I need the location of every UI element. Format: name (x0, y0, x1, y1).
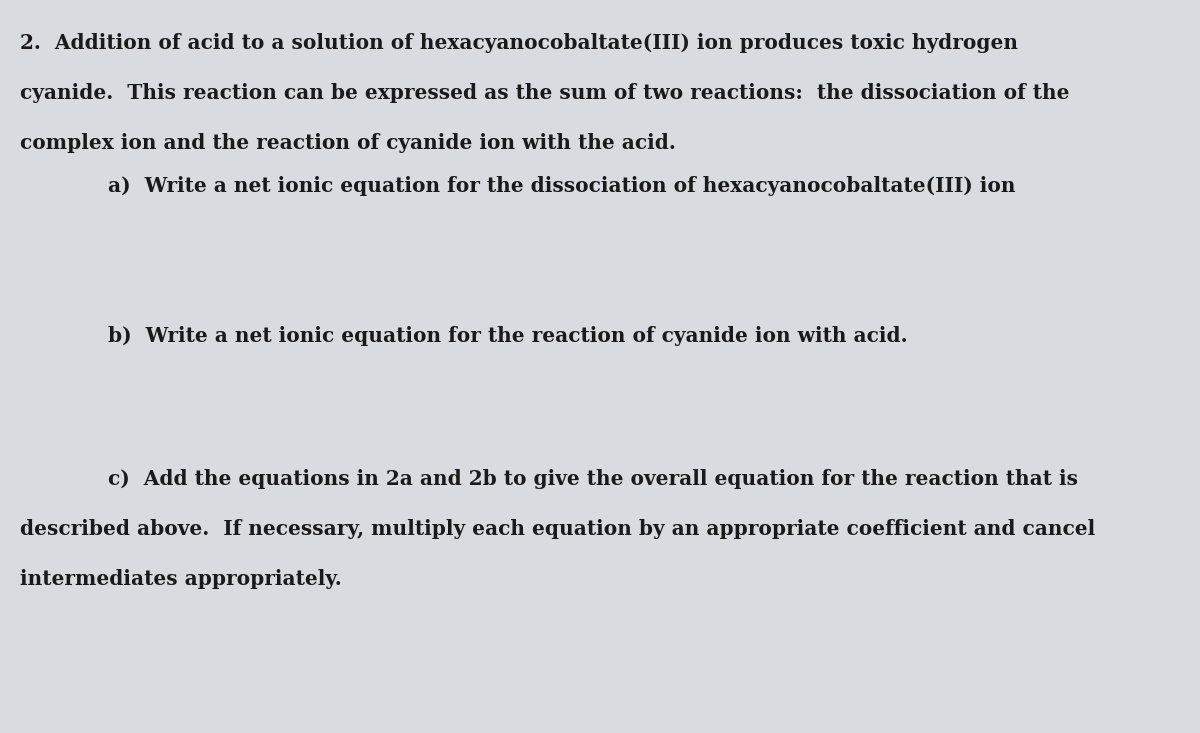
Text: c)  Add the equations in 2a and 2b to give the overall equation for the reaction: c) Add the equations in 2a and 2b to giv… (108, 469, 1078, 489)
Text: cyanide.  This reaction can be expressed as the sum of two reactions:  the disso: cyanide. This reaction can be expressed … (20, 83, 1070, 103)
Text: complex ion and the reaction of cyanide ion with the acid.: complex ion and the reaction of cyanide … (20, 133, 677, 152)
Text: b)  Write a net ionic equation for the reaction of cyanide ion with acid.: b) Write a net ionic equation for the re… (108, 326, 907, 346)
Text: intermediates appropriately.: intermediates appropriately. (20, 569, 342, 589)
Text: described above.  If necessary, multiply each equation by an appropriate coeffic: described above. If necessary, multiply … (20, 519, 1096, 539)
Text: 2.  Addition of acid to a solution of hexacyanocobaltate(III) ion produces toxic: 2. Addition of acid to a solution of hex… (20, 33, 1019, 53)
Text: a)  Write a net ionic equation for the dissociation of hexacyanocobaltate(III) i: a) Write a net ionic equation for the di… (108, 176, 1015, 196)
